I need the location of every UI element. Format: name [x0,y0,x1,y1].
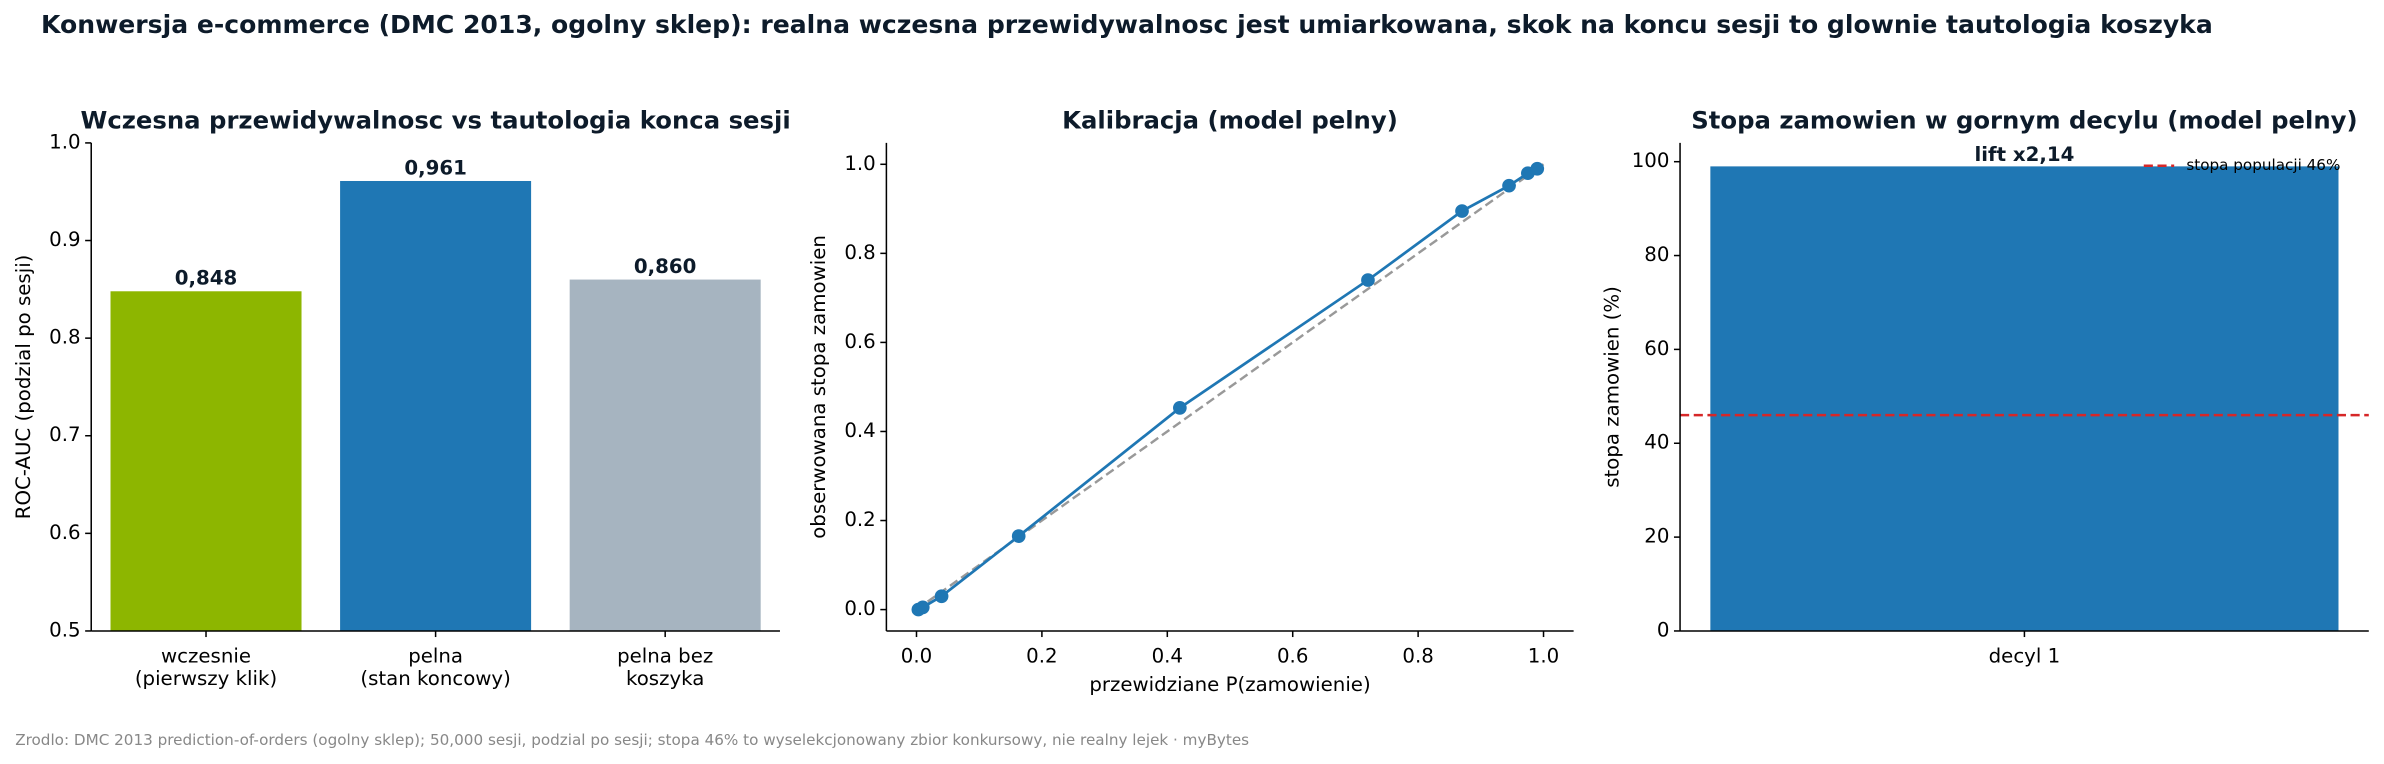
chart-title: Stopa zamowien w gornym decylu (model pe… [1691,106,2357,135]
annotation: lift x2,14 [1974,143,2074,166]
value-label: 0,860 [634,255,696,278]
y-tick-label: 40 [1644,431,1669,454]
y-tick-label: 0.6 [844,330,875,353]
bar [340,180,532,631]
x-tick-label: 1.0 [1528,644,1559,667]
y-axis-label: ROC-AUC (podzial po sesji) [12,255,35,520]
y-tick-label: 0.8 [844,241,875,264]
x-tick-label: 0.6 [1277,644,1308,667]
point [1530,161,1545,176]
series-line [917,167,1538,611]
point [1455,204,1469,218]
point [1502,178,1516,193]
x-tick-label: decyl 1 [1989,644,2061,667]
legend-label: stopa populacji 46% [2186,156,2340,174]
x-axis-label: przewidziane P(zamowienie) [1089,673,1370,696]
y-tick-label: 20 [1644,525,1669,548]
x-tick-label: 0.2 [1026,644,1057,667]
y-tick-label: 1.0 [844,152,875,175]
figure-title: Konwersja e-commerce (DMC 2013, ogolny s… [41,10,2213,39]
y-tick-label: 0 [1657,618,1670,641]
chart-title: Wczesna przewidywalnosc vs tautologia ko… [81,106,791,135]
y-tick-label: 0.8 [49,326,80,349]
y-tick-label: 80 [1644,243,1669,266]
point [1361,273,1375,287]
y-tick-label: 1.0 [49,130,80,153]
x-tick-label: (pierwszy klik) [135,667,277,690]
footer: Zrodlo: DMC 2013 prediction-of-orders (o… [15,731,1249,749]
y-tick-label: 100 [1632,149,1670,172]
chart-title: Kalibracja (model pelny) [1062,106,1398,135]
bar [110,291,302,631]
x-tick-label: (stan koncowy) [360,667,510,690]
point [1173,401,1187,415]
y-tick-label: 0.5 [49,618,80,641]
x-tick-label: 0.0 [901,644,932,667]
point [934,589,949,604]
x-tick-label: pelna [408,644,463,667]
point [1011,529,1026,543]
y-tick-label: 0.0 [844,597,875,620]
value-label: 0,848 [175,267,237,290]
x-tick-label: 0.4 [1152,644,1183,667]
x-tick-label: koszyka [626,667,704,690]
y-tick-label: 0.7 [49,423,80,446]
point [915,600,930,615]
y-tick-label: 0.4 [844,419,875,442]
x-tick-label: 0.8 [1402,644,1433,667]
y-tick-label: 0.9 [49,228,80,251]
value-label: 0,961 [404,156,466,179]
bar [569,279,761,631]
x-tick-label: wczesnie [161,644,251,667]
y-tick-label: 0.2 [844,508,875,531]
bar [1710,166,2339,631]
y-axis-label: stopa zamowien (%) [1601,286,1624,488]
x-tick-label: pelna bez [617,644,713,667]
y-tick-label: 60 [1644,337,1669,360]
y-axis-label: obserwowana stopa zamowien [807,235,830,539]
y-tick-label: 0.6 [49,521,80,544]
